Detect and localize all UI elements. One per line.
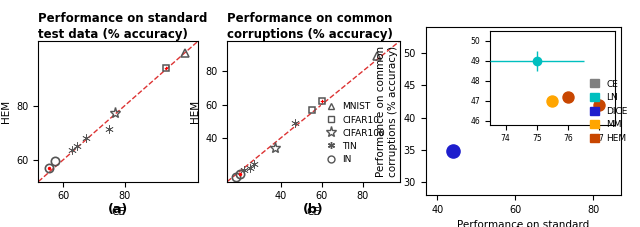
- X-axis label: CE: CE: [307, 207, 321, 217]
- X-axis label: CE: CE: [111, 207, 125, 217]
- Text: (b): (b): [303, 202, 324, 216]
- Y-axis label: Performance on common
corruptions (% accuracy): Performance on common corruptions (% acc…: [376, 46, 398, 177]
- Text: (a): (a): [108, 202, 129, 216]
- Y-axis label: HEM: HEM: [189, 100, 200, 123]
- Point: [573, 69, 583, 73]
- Point: [549, 78, 559, 82]
- Text: (c): (c): [514, 226, 532, 227]
- Text: Performance on standard
test data (% accuracy): Performance on standard test data (% acc…: [38, 12, 208, 41]
- Y-axis label: HEM: HEM: [1, 100, 11, 123]
- Point: [448, 149, 458, 153]
- Point: [577, 72, 587, 76]
- Legend: MNIST, CIFAR10, CIFAR100, TIN, IN: MNIST, CIFAR10, CIFAR100, TIN, IN: [318, 99, 389, 167]
- Point: [571, 71, 581, 74]
- Bar: [568, 50, 584, 80]
- X-axis label: Performance on standard
test data (% accuracy): Performance on standard test data (% acc…: [457, 220, 589, 227]
- Legend: CE, LN, DICE, MM, HEM: CE, LN, DICE, MM, HEM: [586, 76, 631, 147]
- Text: Performance on common
corruptions (% accuracy): Performance on common corruptions (% acc…: [227, 12, 393, 41]
